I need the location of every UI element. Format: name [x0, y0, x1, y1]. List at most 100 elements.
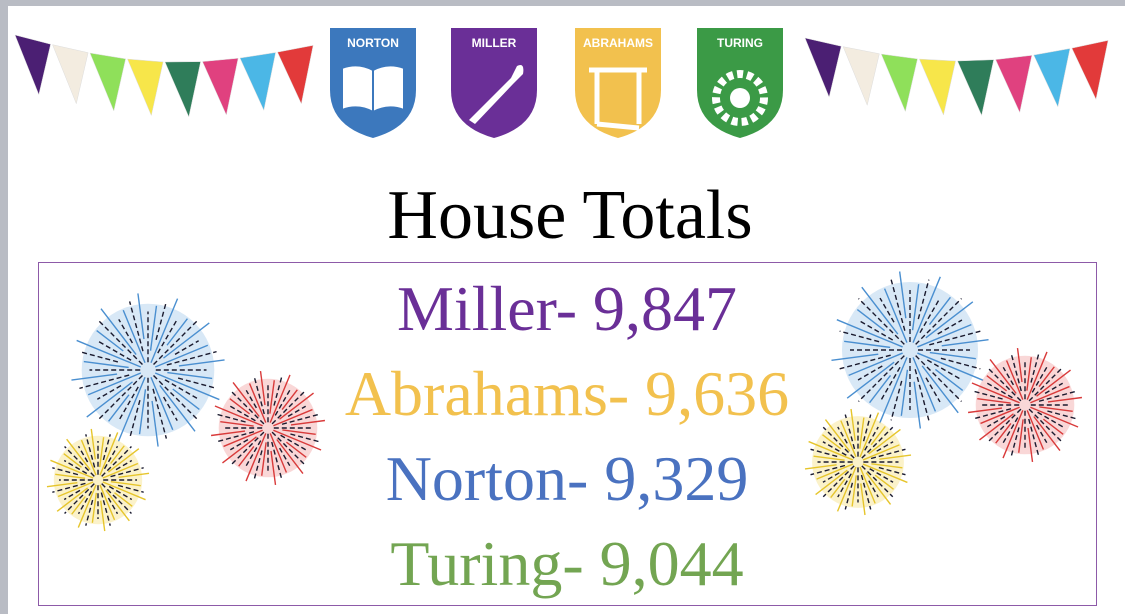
firework-ray: [178, 359, 225, 367]
firework-ray: [229, 405, 256, 422]
firework-ray: [977, 398, 1011, 404]
firework-ray: [55, 473, 86, 479]
firework-ray: [973, 390, 1003, 400]
firework-ray: [128, 301, 144, 352]
firework-ray: [273, 429, 322, 451]
firework-ray: [118, 472, 150, 478]
firework-ray: [77, 484, 97, 528]
firework-ray: [281, 389, 298, 411]
firework-ray: [229, 438, 249, 451]
firework-ray: [220, 421, 254, 427]
firework-ray: [813, 455, 845, 461]
shield: ABRAHAMS: [575, 28, 661, 138]
firework-ray: [46, 482, 78, 488]
firework-ray: [822, 472, 840, 483]
firework-ray: [822, 426, 855, 459]
shield: NORTON: [330, 28, 416, 138]
shield: MILLER: [451, 28, 537, 138]
firework-ray: [980, 406, 1020, 425]
firework-ray: [822, 465, 855, 498]
bunting-flag: [804, 37, 842, 98]
totals-list: Miller- 9,847 Abrahams- 9,636 Norton- 9,32…: [345, 273, 789, 599]
firework-ray: [844, 414, 856, 450]
firework-ray: [152, 388, 168, 439]
firework-ray: [1033, 416, 1061, 451]
firework-ray: [919, 297, 941, 334]
firework-ray: [278, 447, 291, 467]
firework-ray: [864, 426, 879, 451]
firework-ray: [259, 370, 266, 406]
firework-ray: [1038, 390, 1077, 402]
firework-ray: [1047, 396, 1083, 403]
firework-ray: [108, 485, 133, 501]
firework-ray: [912, 357, 937, 412]
firework-ray: [861, 426, 894, 459]
firework-ray: [223, 429, 263, 448]
firework-ray: [816, 463, 854, 480]
firework-ray: [928, 296, 951, 326]
firework-ray: [100, 308, 137, 355]
firework-ray: [911, 284, 920, 331]
bunting: [14, 34, 1109, 118]
firework-ray: [836, 466, 857, 512]
firework-ray: [937, 319, 963, 335]
firework-ray: [110, 445, 125, 464]
firework-ray: [839, 330, 880, 343]
firework-ray: [810, 464, 846, 476]
firework-ray: [840, 420, 857, 458]
firework-ray: [971, 382, 1020, 404]
firework-ray: [102, 434, 111, 461]
firework-ray: [929, 351, 976, 360]
house-total: Abrahams- 9,636: [345, 358, 789, 429]
firework-ray: [883, 288, 908, 343]
bunting-flag: [52, 44, 89, 105]
firework-ray: [1038, 366, 1055, 388]
firework-ray: [869, 468, 894, 483]
firework-ray: [1026, 351, 1048, 400]
firework-ray: [86, 381, 133, 418]
firework-ray: [270, 450, 277, 486]
firework-ray: [287, 405, 307, 418]
firework-ray: [174, 340, 200, 356]
firework-ray: [63, 453, 82, 468]
firework-ray: [1026, 410, 1045, 450]
firework-ray: [1026, 357, 1032, 391]
firework-ray: [871, 463, 903, 469]
firework-ray: [900, 369, 909, 416]
firework-ray: [941, 338, 989, 347]
firework-ray: [837, 473, 852, 498]
book-icon: [341, 64, 405, 114]
firework-ray: [149, 305, 158, 351]
firework-ray: [1030, 406, 1079, 428]
firework-ray: [108, 394, 130, 422]
shield-label: NORTON: [347, 36, 399, 50]
firework-ray: [99, 484, 116, 521]
firework-ray: [890, 279, 906, 331]
firework-ray: [986, 382, 1013, 399]
firework-ray: [56, 487, 89, 512]
firework-ray: [967, 407, 1003, 414]
firework-ray: [150, 376, 174, 431]
firework-ray: [210, 430, 246, 437]
firework-ray: [52, 467, 79, 476]
firework-ray: [870, 448, 906, 460]
firework-ray: [822, 434, 842, 450]
firework-ray: [269, 380, 275, 414]
firework-ray: [1002, 410, 1024, 459]
firework-ray: [177, 377, 217, 390]
firework-ray: [153, 319, 199, 365]
firework-ray: [64, 446, 95, 477]
firework-ray: [1018, 419, 1024, 453]
shield-body: [451, 28, 537, 138]
firework-ray: [261, 442, 267, 476]
bunting-flag: [1033, 48, 1071, 108]
firework-ray: [52, 482, 86, 493]
firework-ray: [934, 368, 964, 391]
firework-ray: [99, 432, 119, 476]
firework-ray: [57, 481, 94, 498]
firework-ray: [804, 464, 837, 470]
firework-ray: [1035, 424, 1048, 444]
firework-ray: [122, 309, 146, 364]
firework-ray: [100, 492, 111, 526]
firework-ray: [929, 330, 981, 346]
